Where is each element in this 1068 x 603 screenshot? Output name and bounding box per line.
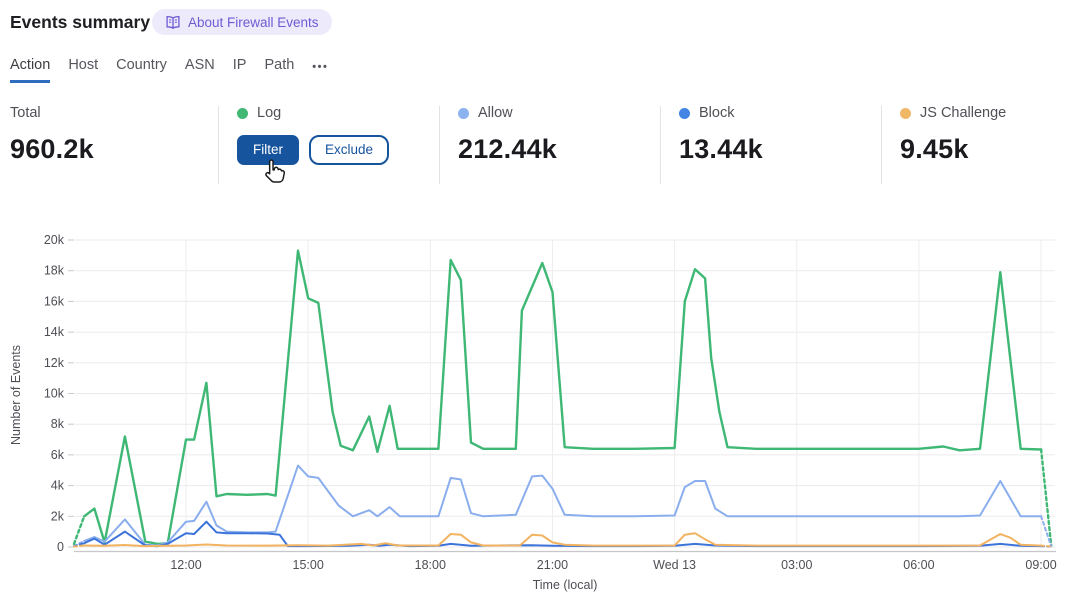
page-title: Events summary <box>10 12 151 32</box>
stat-block[interactable]: Block 13.44k <box>679 104 763 165</box>
svg-text:18k: 18k <box>44 264 65 278</box>
svg-text:10k: 10k <box>44 387 65 401</box>
stat-allow-label: Allow <box>478 105 513 121</box>
svg-text:8k: 8k <box>51 417 65 431</box>
allow-legend-dot <box>458 107 469 119</box>
events-time-series-chart[interactable]: 0 2k 4k 6k 8k 10k 12k 14k 16k 18k 20k 12:00 15:00 18:… <box>0 225 1068 598</box>
svg-text:Time (local): Time (local) <box>533 578 598 592</box>
tab-asn[interactable]: ASN <box>184 57 215 73</box>
stat-block-label: Block <box>699 105 735 121</box>
chart-canvas[interactable]: 0 2k 4k 6k 8k 10k 12k 14k 16k 18k 20k 12:00 15:00 18:… <box>0 225 1068 598</box>
stat-total: Total 960.2k <box>10 104 94 165</box>
svg-text:09:00: 09:00 <box>1025 558 1056 572</box>
block-legend-dot <box>679 107 690 119</box>
svg-text:21:00: 21:00 <box>537 558 568 572</box>
divider <box>660 106 661 184</box>
tab-host[interactable]: Host <box>68 57 99 73</box>
about-firewall-events-badge[interactable]: About Firewall Events <box>152 9 332 35</box>
svg-text:03:00: 03:00 <box>781 558 812 572</box>
svg-text:14k: 14k <box>44 325 65 339</box>
svg-text:15:00: 15:00 <box>293 558 324 572</box>
svg-text:Wed 13: Wed 13 <box>653 558 696 572</box>
stat-js-challenge-label: JS Challenge <box>920 105 1007 121</box>
tab-action[interactable]: Action <box>10 57 51 83</box>
js-challenge-legend-dot <box>900 107 911 119</box>
svg-text:6k: 6k <box>51 448 65 462</box>
tab-path[interactable]: Path <box>264 57 295 73</box>
stat-allow[interactable]: Allow 212.44k <box>458 104 557 165</box>
exclude-button[interactable]: Exclude <box>309 135 390 165</box>
svg-text:Number of Events: Number of Events <box>9 345 23 445</box>
svg-text:18:00: 18:00 <box>415 558 446 572</box>
stat-js-challenge-value: 9.45k <box>900 134 969 164</box>
svg-text:12k: 12k <box>44 356 65 370</box>
stats-row: Total 960.2k Log Filter Exclude Allow 21… <box>0 104 1068 184</box>
svg-text:06:00: 06:00 <box>903 558 934 572</box>
svg-text:0: 0 <box>57 540 64 554</box>
svg-text:2k: 2k <box>51 509 65 523</box>
filter-button[interactable]: Filter <box>237 135 299 165</box>
stat-allow-value: 212.44k <box>458 134 557 164</box>
divider <box>881 106 882 184</box>
stat-log[interactable]: Log Filter Exclude <box>237 104 390 165</box>
stat-block-value: 13.44k <box>679 134 763 164</box>
svg-text:12:00: 12:00 <box>170 558 201 572</box>
stat-total-label: Total <box>10 105 41 121</box>
stat-total-value: 960.2k <box>10 134 94 164</box>
book-icon <box>166 15 180 29</box>
tab-country[interactable]: Country <box>116 57 167 73</box>
stat-js-challenge[interactable]: JS Challenge 9.45k <box>900 104 1006 165</box>
svg-text:4k: 4k <box>51 479 65 493</box>
tab-ip[interactable]: IP <box>232 57 247 73</box>
svg-text:20k: 20k <box>44 233 65 247</box>
tabs-more-button[interactable]: ••• <box>312 61 329 73</box>
stat-log-label: Log <box>257 105 282 121</box>
about-badge-label: About Firewall Events <box>188 14 319 30</box>
dimension-tabs: Action Host Country ASN IP Path ••• <box>10 57 328 83</box>
divider <box>439 106 440 184</box>
svg-text:16k: 16k <box>44 294 65 308</box>
divider <box>218 106 219 184</box>
log-legend-dot <box>237 107 248 119</box>
